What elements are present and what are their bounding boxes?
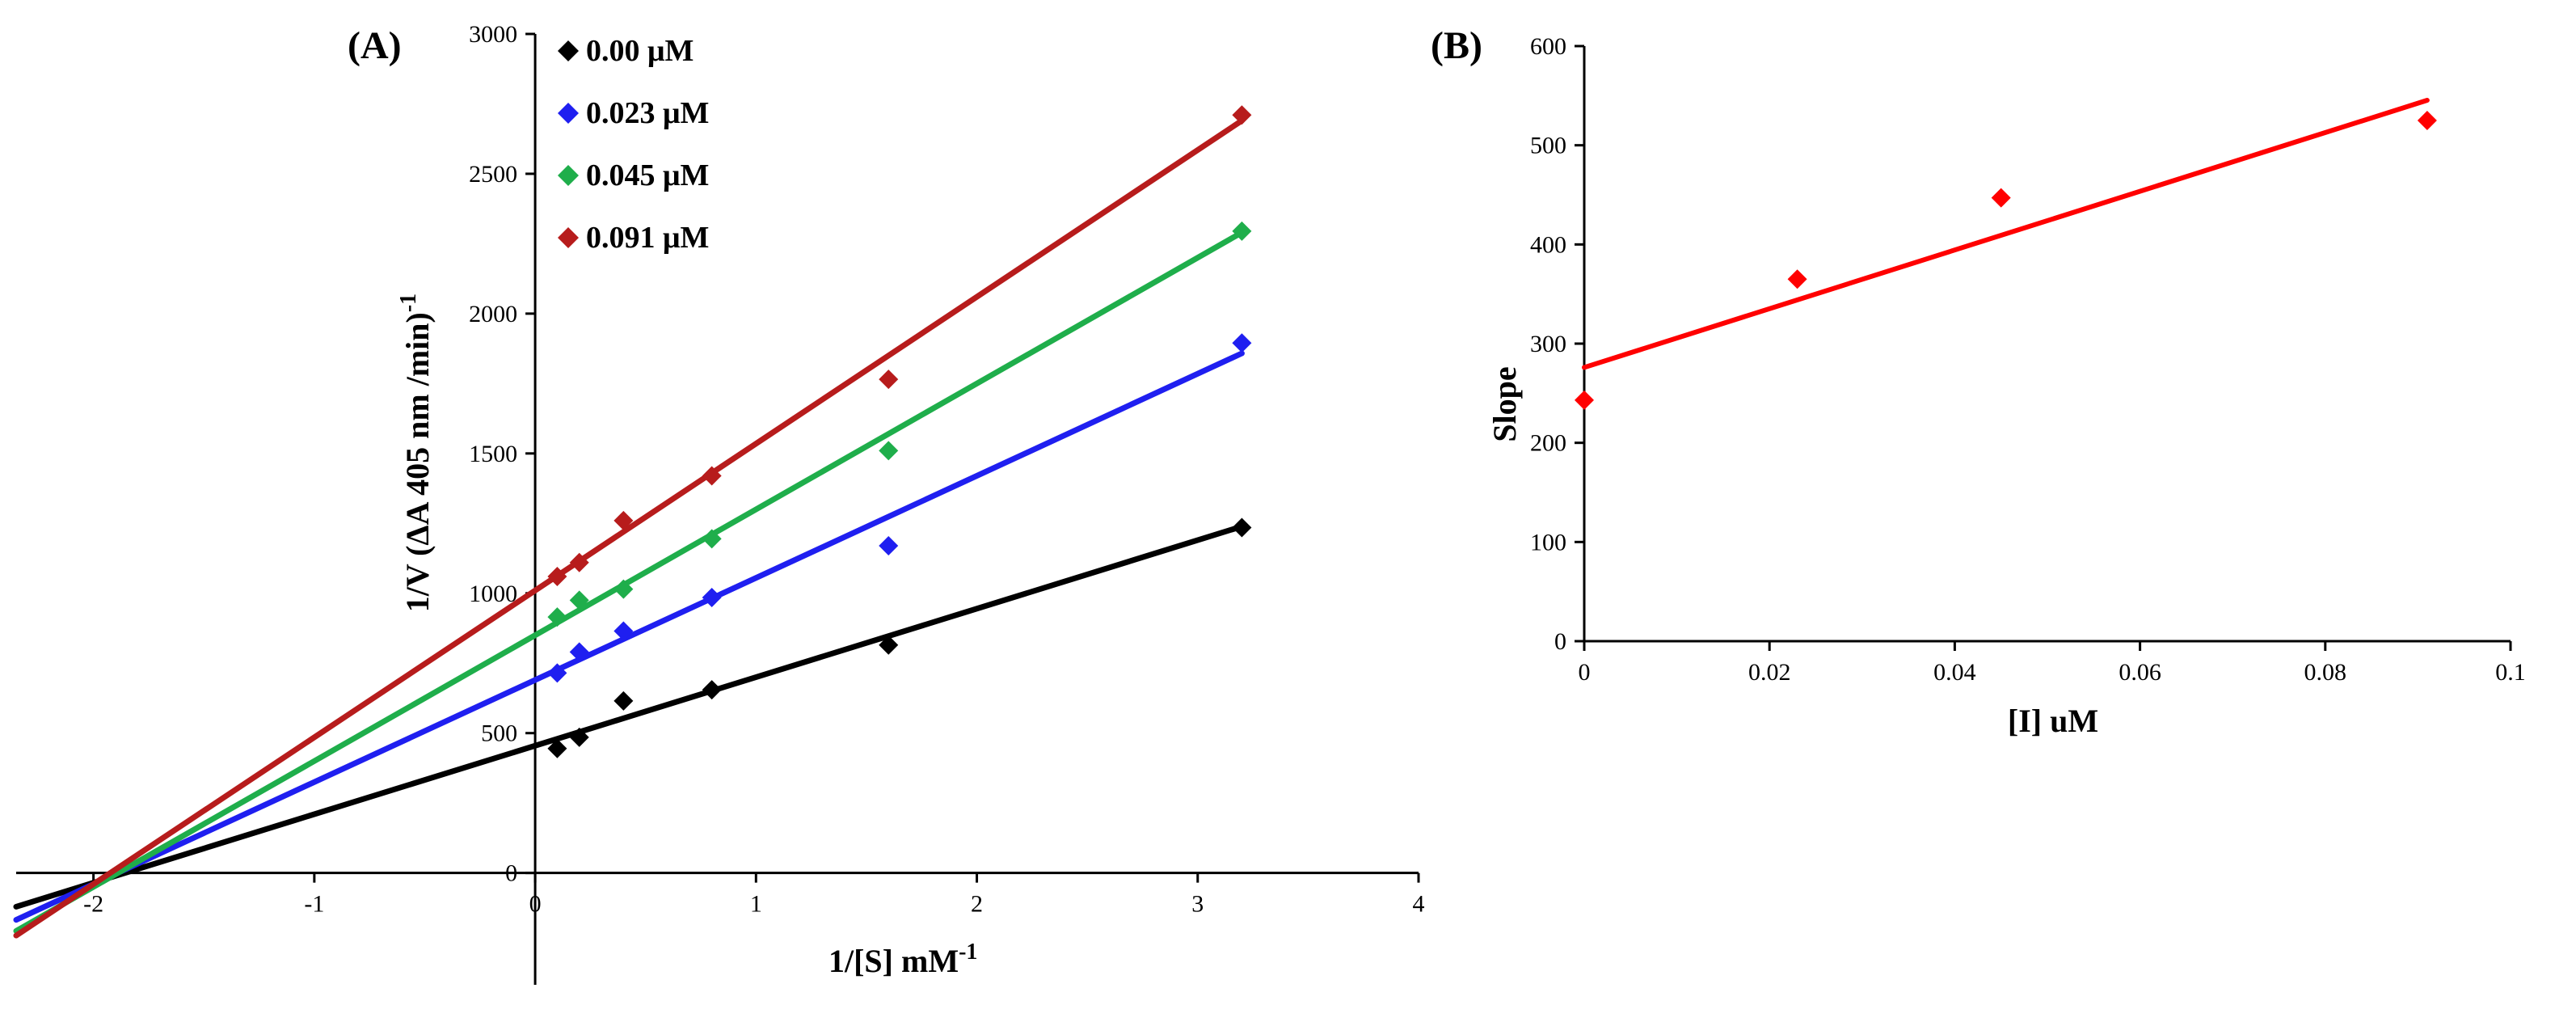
panel-b-x-tick-label: 0.04	[1933, 659, 1976, 686]
panel-a-axes: -2 -1 0 1 2 3 4 0 500 1000 1500 2000 2500 3000	[16, 21, 1425, 985]
panel-b-x-tick-label: 0.06	[2119, 659, 2161, 686]
panel-a-point	[569, 642, 589, 662]
panel-a-point	[879, 370, 899, 390]
panel-a-x-tick-label: 3	[1191, 891, 1204, 918]
panel-a-point	[569, 727, 589, 747]
panel-b-axes: 0 0.02 0.04 0.06 0.08 0.1 0 100 200 300 400 500 600	[1530, 33, 2526, 686]
panel-a-x-tick-label: 2	[971, 891, 983, 918]
panel-a-fit-line-2	[13, 230, 1245, 934]
panel-a-x-axis-title: 1/[S] mM-1	[828, 940, 977, 979]
panel-a-x-tick-label: 1	[750, 891, 762, 918]
panel-a-y-axis-title-sup: -1	[396, 294, 421, 312]
panel-b-point	[2417, 111, 2437, 130]
panel-b-point	[1575, 390, 1594, 410]
panel-a-y-tick-label: 1500	[469, 441, 517, 467]
panel-a-fit-line-0	[13, 523, 1245, 910]
panel-a-point	[702, 680, 722, 700]
panel-a-point	[702, 587, 722, 607]
panel-a-point	[613, 621, 634, 641]
panel-a-point	[1232, 333, 1252, 353]
panel-a-y-axis-title: 1/V (ΔA 405 nm /min)-1	[396, 294, 436, 612]
panel-a-point	[702, 466, 722, 486]
panel-b-fit-lines	[1582, 98, 2430, 370]
panel-a-legend-label-0: 0.00 μM	[586, 34, 694, 68]
panel-b-point	[1991, 188, 2011, 208]
panel-a-point	[547, 607, 567, 627]
panel-a-point	[613, 690, 634, 711]
panel-a-legend: 0.00 μM 0.023 μM 0.045 μM 0.091 μM	[558, 34, 709, 255]
panel-a-legend-marker-3	[558, 227, 579, 248]
panel-b-x-tick-label: 0.1	[2495, 659, 2526, 686]
panel-a-legend-label-2: 0.045 μM	[586, 158, 709, 192]
panel-a-point	[613, 510, 634, 530]
panel-b-y-tick-label: 100	[1530, 529, 1566, 555]
panel-b-y-axis-title: Slope	[1486, 366, 1523, 441]
panel-a-legend-marker-0	[558, 40, 579, 61]
panel-a-legend-label-3: 0.091 μM	[586, 221, 709, 255]
panel-a-point	[569, 590, 589, 610]
panel-b-data-points	[1575, 111, 2437, 410]
panel-a-point	[1232, 105, 1252, 125]
panel-a-x-tick-label: -2	[83, 891, 103, 918]
panel-a-chart: (A) -2 -1 0 1 2 3 4 0 500 1000 1500 2000 2500 3000 0.…	[13, 21, 1425, 985]
panel-a-y-tick-label: 3000	[469, 21, 517, 48]
panel-a-data-points	[547, 105, 1252, 758]
panel-a-point	[613, 579, 634, 599]
panel-a-point	[1232, 517, 1252, 538]
panel-b-label: (B)	[1431, 24, 1482, 67]
panel-a-y-tick-label: 2000	[469, 301, 517, 327]
panel-a-x-axis-title-sup: -1	[959, 940, 977, 965]
panel-a-point	[1232, 221, 1252, 241]
panel-a-legend-marker-2	[558, 165, 579, 186]
panel-b-y-tick-label: 300	[1530, 331, 1566, 357]
panel-b-y-tick-label: 200	[1530, 430, 1566, 457]
panel-b-point	[1787, 269, 1807, 289]
panel-a-y-tick-label: 1000	[469, 581, 517, 607]
panel-a-label: (A)	[348, 24, 402, 67]
panel-a-fit-line-3	[13, 117, 1245, 939]
panel-a-legend-label-1: 0.023 μM	[586, 96, 709, 130]
panel-b-fit-line-0	[1582, 98, 2430, 370]
panel-a-point	[879, 441, 899, 461]
panel-a-point	[569, 552, 589, 572]
panel-b-y-tick-label: 500	[1530, 133, 1566, 159]
panel-a-fit-line-1	[13, 350, 1245, 923]
panel-b-y-tick-label: 600	[1530, 33, 1566, 60]
panel-a-x-tick-label: 0	[529, 891, 542, 918]
panel-a-legend-marker-1	[558, 103, 579, 124]
panel-a-x-tick-label: -1	[304, 891, 324, 918]
panel-a-fit-lines	[13, 117, 1245, 939]
panel-b-x-axis-title: [I] uM	[2008, 703, 2098, 739]
panel-b-x-tick-label: 0	[1579, 659, 1591, 686]
panel-a-point	[547, 663, 567, 683]
panel-b-chart: (B) 0 0.02 0.04 0.06 0.08 0.1 0 100 200 300 400 500…	[1431, 24, 2526, 739]
panel-a-point	[547, 738, 567, 758]
panel-b-x-tick-label: 0.02	[1748, 659, 1791, 686]
panel-a-x-tick-label: 4	[1413, 891, 1425, 918]
panel-b-y-tick-label: 400	[1530, 231, 1566, 258]
panel-a-y-tick-label: 500	[481, 720, 517, 747]
panel-b-y-tick-label: 0	[1554, 628, 1566, 655]
panel-a-point	[879, 535, 899, 555]
panel-a-y-tick-label: 2500	[469, 161, 517, 188]
panel-a-point	[702, 529, 722, 549]
panel-a-point	[879, 635, 899, 655]
panel-a-point	[547, 567, 567, 587]
panel-a-y-tick-label: 0	[505, 860, 517, 887]
panel-b-x-tick-label: 0.08	[2304, 659, 2347, 686]
